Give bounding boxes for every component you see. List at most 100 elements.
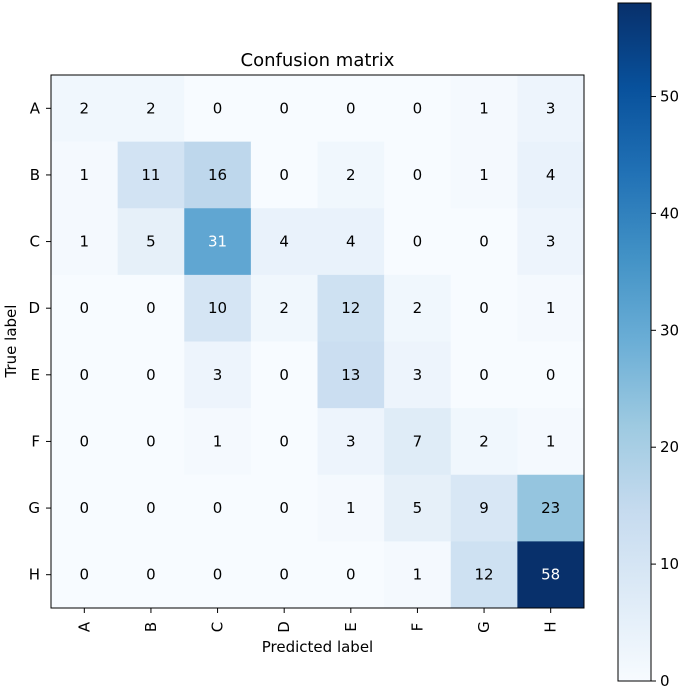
x-tick-label: H: [542, 621, 560, 632]
cell-value-label: 3: [546, 99, 556, 117]
heatmap-cell: [51, 408, 119, 476]
cell-value-label: 3: [346, 432, 356, 450]
x-tick-label: E: [342, 622, 360, 631]
heatmap-cell: [317, 208, 385, 276]
heatmap-cell: [450, 208, 518, 276]
heatmap-cell: [384, 208, 452, 276]
cell-value-label: 9: [479, 499, 489, 517]
heatmap-cell: [450, 408, 518, 476]
heatmap-cell: [117, 408, 185, 476]
cell-value-label: 2: [146, 99, 156, 117]
heatmap-cell: [184, 541, 252, 609]
cell-value-label: 0: [279, 499, 289, 517]
cell-value-label: 1: [546, 432, 556, 450]
cell-value-label: 0: [80, 366, 90, 384]
heatmap-cell: [250, 541, 318, 609]
cell-value-label: 1: [346, 499, 356, 517]
heatmap-cell: [184, 208, 252, 276]
cell-value-label: 11: [141, 166, 160, 184]
cell-value-label: 2: [80, 99, 90, 117]
cell-value-label: 2: [346, 166, 356, 184]
heatmap-cell: [317, 541, 385, 609]
heatmap-cell: [384, 408, 452, 476]
cell-value-label: 2: [479, 432, 489, 450]
cell-value-label: 0: [413, 99, 423, 117]
cell-value-label: 0: [213, 499, 223, 517]
cell-value-label: 0: [479, 233, 489, 251]
heatmap-cell: [517, 274, 585, 342]
cell-value-label: 23: [541, 499, 560, 517]
cell-value-label: 3: [546, 233, 556, 251]
cell-value-label: 7: [413, 432, 423, 450]
cell-value-label: 1: [479, 166, 489, 184]
cell-value-label: 58: [541, 566, 560, 584]
heatmap-cell: [250, 75, 318, 143]
cell-value-label: 5: [413, 499, 423, 517]
cell-value-label: 0: [146, 432, 156, 450]
cell-value-label: 0: [80, 432, 90, 450]
heatmap-cell: [517, 474, 585, 542]
cell-value-label: 0: [279, 99, 289, 117]
heatmap-cell: [317, 341, 385, 409]
cell-value-label: 0: [80, 499, 90, 517]
y-tick-label: B: [30, 166, 40, 184]
colorbar: [617, 2, 652, 682]
heatmap-cell: [517, 408, 585, 476]
colorbar-ticks: 0 10 20 30 40 50: [651, 88, 679, 690]
heatmap-cell: [184, 274, 252, 342]
cell-value-label: 3: [413, 366, 423, 384]
colorbar-tick-label: 10: [660, 555, 679, 573]
cell-value-label: 0: [413, 233, 423, 251]
cell-value-label: 0: [479, 299, 489, 317]
cell-value-label: 1: [80, 166, 90, 184]
heatmap-cell: [317, 141, 385, 209]
heatmap-cell: [117, 274, 185, 342]
cell-value-label: 0: [80, 299, 90, 317]
cell-value-label: 4: [279, 233, 289, 251]
cell-value-label: 31: [208, 233, 227, 251]
cell-value-label: 0: [479, 366, 489, 384]
heatmap-cell: [51, 541, 119, 609]
cell-value-label: 0: [146, 299, 156, 317]
heatmap-cell: [51, 141, 119, 209]
heatmap-cell: [317, 408, 385, 476]
cell-value-label: 0: [279, 432, 289, 450]
colorbar-tick-label: 50: [660, 88, 679, 106]
heatmap-cell-labels: 2 2 0 0 0 0 1 31 11 16 0 2 0 1 41 5 31 4 4 0 0 30 0 10 2 12 2 0 10 0 3…: [80, 99, 561, 583]
heatmap-cell: [51, 474, 119, 542]
heatmap-cell: [517, 208, 585, 276]
heatmap-cell: [450, 541, 518, 609]
y-tick-label: C: [30, 233, 40, 251]
y-tick-label: G: [28, 499, 40, 517]
cell-value-label: 12: [341, 299, 360, 317]
colorbar-tick-label: 0: [660, 672, 670, 690]
heatmap-cell: [250, 474, 318, 542]
cell-value-label: 13: [341, 366, 360, 384]
heatmap-cell: [517, 541, 585, 609]
heatmap-cell: [184, 141, 252, 209]
cell-value-label: 4: [546, 166, 556, 184]
heatmap-cell: [384, 341, 452, 409]
y-axis-label: True label: [2, 305, 20, 379]
heatmap-cell: [517, 75, 585, 143]
y-tick-label: F: [31, 432, 40, 450]
cell-value-label: 12: [475, 566, 494, 584]
x-axis-ticks: A B C D E F G H: [75, 608, 560, 633]
heatmap-cell: [450, 341, 518, 409]
cell-value-label: 1: [546, 299, 556, 317]
heatmap-cell: [450, 75, 518, 143]
heatmap-cell: [184, 341, 252, 409]
heatmap-cell: [384, 141, 452, 209]
cell-value-label: 1: [213, 432, 223, 450]
cell-value-label: 0: [546, 366, 556, 384]
cell-value-label: 1: [479, 99, 489, 117]
heatmap-cell: [117, 474, 185, 542]
cell-value-label: 1: [80, 233, 90, 251]
heatmap-cell: [450, 474, 518, 542]
x-axis-label: Predicted label: [262, 638, 373, 656]
heatmap-cell: [317, 274, 385, 342]
y-tick-label: E: [31, 366, 40, 384]
heatmap-cell: [384, 75, 452, 143]
cell-value-label: 0: [346, 99, 356, 117]
cell-value-label: 0: [279, 566, 289, 584]
